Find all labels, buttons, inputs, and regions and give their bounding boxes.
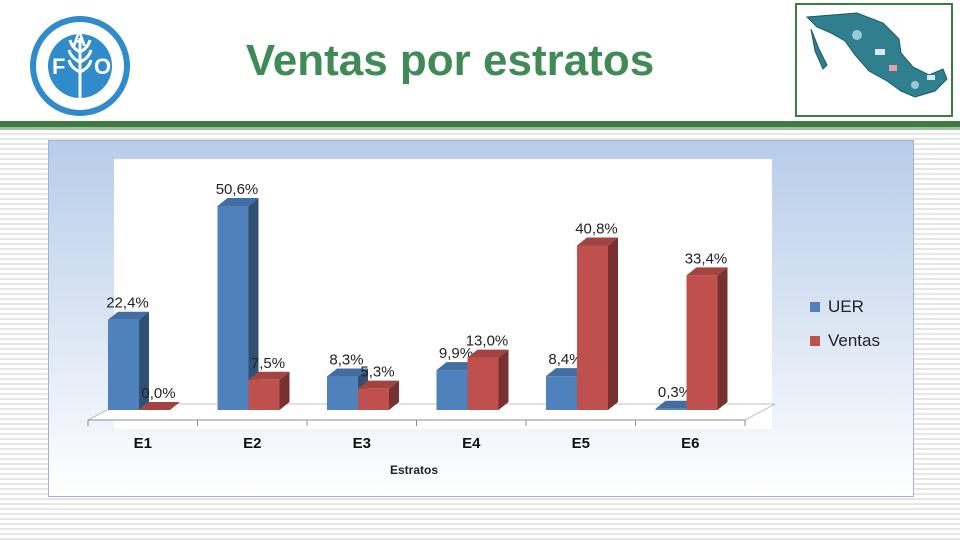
logo-letter-f: F	[52, 54, 65, 79]
bar-top-uer	[436, 362, 478, 371]
bar-top-ventas	[467, 349, 509, 358]
bar-ventas	[248, 379, 280, 410]
data-label-uer: 9,9%	[439, 345, 473, 362]
bar-side-uer	[248, 198, 259, 410]
x-tick-label: E5	[572, 435, 590, 452]
logo-letter-a: A	[72, 29, 86, 51]
x-tick-label: E3	[353, 435, 371, 452]
bar-top-uer	[546, 368, 587, 377]
slide-header: F A O Ventas por estratos	[0, 0, 960, 124]
bar-top-ventas	[686, 267, 728, 276]
bar-uer	[655, 408, 687, 410]
bar-top-ventas	[577, 237, 618, 246]
page-title: Ventas por estratos	[245, 36, 655, 85]
legend-label-ventas: Ventas	[828, 331, 880, 350]
bar-ventas	[467, 357, 499, 410]
legend-label-uer: UER	[828, 297, 864, 316]
bar-uer	[546, 376, 577, 410]
data-label-ventas: 0,0%	[141, 385, 175, 402]
bar-top-uer	[655, 400, 697, 409]
bar-ventas	[358, 388, 389, 410]
bar-top-ventas	[248, 371, 290, 380]
legend-item-ventas: Ventas	[810, 324, 880, 358]
data-label-ventas: 33,4%	[685, 250, 728, 267]
legend-swatch-ventas	[810, 336, 820, 346]
mexico-map-image	[795, 3, 953, 117]
x-tick-label: E2	[243, 435, 261, 452]
header-divider-light	[0, 127, 960, 130]
data-label-uer: 8,3%	[329, 352, 363, 369]
bar-uer	[217, 206, 249, 410]
data-label-ventas: 40,8%	[575, 221, 618, 238]
bar-side-ventas	[608, 237, 618, 410]
data-label-uer: 0,3%	[658, 384, 692, 401]
data-label-ventas: 5,3%	[360, 364, 394, 381]
data-label-uer: 50,6%	[216, 181, 259, 198]
legend-swatch-uer	[810, 302, 820, 312]
mexico-map-icon	[805, 12, 948, 98]
x-tick-label: E1	[134, 435, 152, 452]
data-label-uer: 22,4%	[106, 295, 149, 312]
chart-legend: UER Ventas	[810, 290, 880, 358]
data-label-uer: 8,4%	[548, 351, 582, 368]
bar-uer	[327, 376, 358, 410]
data-label-ventas: 7,5%	[251, 355, 285, 372]
data-label-ventas: 13,0%	[466, 333, 509, 350]
bar-side-ventas	[279, 371, 290, 410]
legend-item-uer: UER	[810, 290, 880, 324]
bar-top-uer	[217, 198, 259, 206]
bar-top-uer	[327, 368, 368, 377]
x-tick-label: E4	[462, 435, 481, 452]
x-axis-title: Estratos	[390, 463, 438, 477]
logo-letter-o: O	[94, 54, 111, 79]
bar-top-ventas	[358, 380, 399, 389]
bar-ventas	[686, 275, 718, 410]
bar-side-ventas	[389, 380, 399, 410]
bar-side-ventas	[498, 349, 509, 410]
bar-ventas	[577, 245, 608, 410]
bar-side-ventas	[717, 267, 728, 410]
bar-top-ventas	[139, 402, 180, 410]
bar-side-uer	[139, 311, 149, 410]
fao-logo: F A O	[30, 16, 130, 116]
header-divider	[0, 121, 960, 127]
bar-uer	[436, 370, 468, 410]
bar-uer	[108, 319, 139, 410]
bar-top-uer	[108, 311, 149, 320]
x-tick-label: E6	[681, 435, 699, 452]
